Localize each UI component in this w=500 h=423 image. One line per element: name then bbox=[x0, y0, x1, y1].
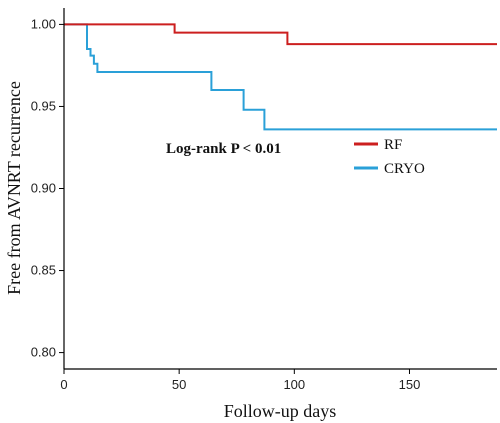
y-tick-label: 1.00 bbox=[31, 16, 56, 31]
series-line-rf bbox=[64, 23, 497, 46]
y-tick-label: 0.95 bbox=[31, 98, 56, 113]
y-tick-label: 0.85 bbox=[31, 263, 56, 278]
legend-label-rf: RF bbox=[384, 137, 402, 153]
series-line-cryo bbox=[64, 23, 497, 131]
legend: RF CRYO bbox=[354, 137, 425, 177]
y-tick-label: 0.90 bbox=[31, 181, 56, 196]
x-tick-label: 100 bbox=[283, 377, 305, 392]
y-axis-title: Free from AVNRT recurrence bbox=[4, 81, 24, 295]
x-tick-label: 0 bbox=[60, 377, 67, 392]
logrank-annotation: Log-rank P < 0.01 bbox=[166, 141, 281, 157]
legend-label-cryo: CRYO bbox=[384, 161, 425, 177]
y-ticks: 0.80 0.85 0.90 0.95 1.00 bbox=[31, 16, 64, 360]
x-axis-title: Follow-up days bbox=[224, 401, 337, 421]
x-ticks: 0 50 100 150 bbox=[60, 369, 420, 392]
x-tick-label: 50 bbox=[172, 377, 186, 392]
x-tick-label: 150 bbox=[399, 377, 421, 392]
series-lines bbox=[64, 23, 497, 131]
y-tick-label: 0.80 bbox=[31, 345, 56, 360]
